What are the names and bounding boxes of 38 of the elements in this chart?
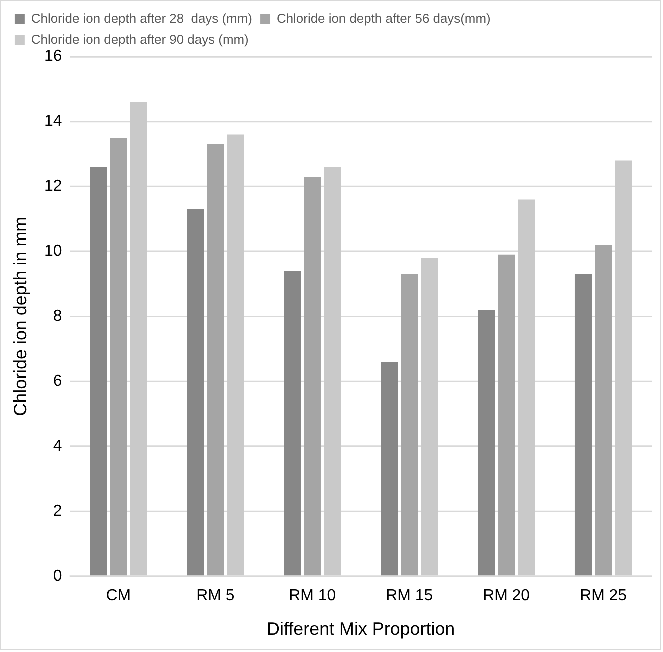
x-tick-label: RM 10 <box>289 587 336 604</box>
legend-label: Chloride ion depth after 90 days (mm) <box>31 32 249 47</box>
bar <box>324 167 342 576</box>
bar <box>304 176 322 576</box>
bar <box>130 102 148 576</box>
bar <box>478 310 496 576</box>
x-axis-title: Different Mix Proportion <box>267 619 456 640</box>
bar <box>421 258 438 576</box>
y-tick-label: 12 <box>44 178 62 196</box>
bar <box>227 134 244 576</box>
y-tick-label: 2 <box>53 502 62 520</box>
bar <box>518 200 536 576</box>
x-tick-label: RM 15 <box>386 587 434 604</box>
bar <box>90 167 108 576</box>
bar <box>401 274 418 576</box>
y-tick-label: 6 <box>53 372 62 390</box>
bar <box>207 144 224 576</box>
bar <box>381 362 398 576</box>
y-tick-label: 8 <box>53 308 62 326</box>
x-tick-label: RM 5 <box>196 587 235 604</box>
y-tick-label: 16 <box>44 48 62 66</box>
y-tick-label: 14 <box>44 113 62 130</box>
bar <box>187 209 204 576</box>
bar <box>284 271 302 576</box>
y-tick-label: 10 <box>44 243 62 260</box>
x-tick-label: RM 25 <box>580 587 628 604</box>
y-axis-title: Chloride ion depth in mm <box>10 216 31 416</box>
legend-label: Chloride ion depth after 56 days(mm) <box>276 11 491 26</box>
x-tick-label: RM 20 <box>483 587 530 604</box>
bar <box>110 138 128 576</box>
bar <box>574 274 592 576</box>
legend-label: Chloride ion depth after 28 days (mm) <box>31 11 252 26</box>
y-tick-label: 0 <box>53 568 62 585</box>
bar <box>615 160 632 576</box>
bar <box>595 245 612 576</box>
bar <box>498 254 516 576</box>
x-tick-label: CM <box>106 587 132 604</box>
y-tick-label: 4 <box>53 438 62 455</box>
